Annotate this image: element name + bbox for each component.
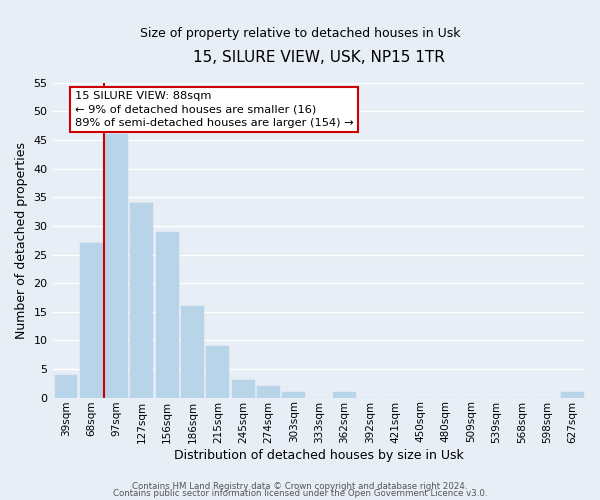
Text: Size of property relative to detached houses in Usk: Size of property relative to detached ho…	[140, 28, 460, 40]
Bar	[80, 243, 103, 398]
Bar	[232, 380, 254, 398]
Bar	[105, 134, 128, 398]
Text: Contains public sector information licensed under the Open Government Licence v3: Contains public sector information licen…	[113, 490, 487, 498]
Bar	[333, 392, 356, 398]
Text: 15 SILURE VIEW: 88sqm
← 9% of detached houses are smaller (16)
89% of semi-detac: 15 SILURE VIEW: 88sqm ← 9% of detached h…	[75, 92, 353, 128]
Bar	[206, 346, 229, 398]
Bar	[181, 306, 204, 398]
X-axis label: Distribution of detached houses by size in Usk: Distribution of detached houses by size …	[174, 450, 464, 462]
Title: 15, SILURE VIEW, USK, NP15 1TR: 15, SILURE VIEW, USK, NP15 1TR	[193, 50, 445, 65]
Bar	[283, 392, 305, 398]
Text: Contains HM Land Registry data © Crown copyright and database right 2024.: Contains HM Land Registry data © Crown c…	[132, 482, 468, 491]
Bar	[156, 232, 179, 398]
Bar	[257, 386, 280, 398]
Bar	[561, 392, 584, 398]
Y-axis label: Number of detached properties: Number of detached properties	[15, 142, 28, 338]
Bar	[55, 375, 77, 398]
Bar	[130, 203, 153, 398]
